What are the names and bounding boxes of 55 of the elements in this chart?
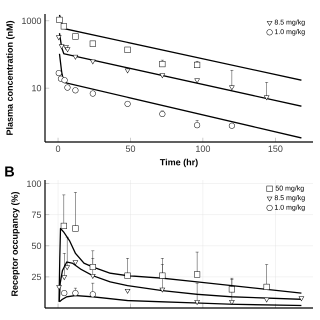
point <box>61 290 68 296</box>
x-axis-title: Time (hr) <box>160 158 198 168</box>
point <box>124 46 131 53</box>
point <box>194 300 200 305</box>
point <box>56 35 62 40</box>
point <box>62 275 67 280</box>
y-tick-label: 10 <box>32 84 42 92</box>
point <box>124 68 130 74</box>
y-tick-label: 25 <box>32 274 42 280</box>
point <box>90 274 96 279</box>
point <box>159 110 166 118</box>
point <box>194 78 200 84</box>
point <box>64 47 70 52</box>
y-tick-label: 100 <box>27 180 42 187</box>
point <box>90 40 96 47</box>
point <box>60 222 67 230</box>
point <box>159 60 166 68</box>
point <box>264 298 270 302</box>
point <box>194 271 200 278</box>
point <box>298 296 304 302</box>
point <box>194 62 200 68</box>
x-tick-label: 100 <box>196 146 210 152</box>
point <box>159 272 166 279</box>
x-tick-label: 150 <box>268 146 282 152</box>
point <box>124 288 130 294</box>
point <box>160 73 166 78</box>
point <box>56 285 62 290</box>
point <box>72 33 78 40</box>
point <box>90 264 96 270</box>
x-tick-label: 0 <box>56 146 60 152</box>
point <box>160 288 166 292</box>
y-tick-label: 50 <box>32 242 42 250</box>
point <box>90 60 96 64</box>
point <box>124 272 131 279</box>
point <box>60 23 67 30</box>
point <box>72 225 78 232</box>
y-axis-title: Plasma concentration (nM) <box>6 20 15 135</box>
x-tick-label: 50 <box>126 146 136 152</box>
y-tick-label: 1000 <box>22 18 42 24</box>
point <box>72 290 78 296</box>
point <box>90 291 96 298</box>
point <box>229 85 235 90</box>
point <box>56 16 63 23</box>
point <box>58 44 64 50</box>
point <box>264 95 270 100</box>
y-axis-title: Receptor occupancy (%) <box>11 192 20 296</box>
point <box>228 286 235 292</box>
y-tick-label: 75 <box>32 212 42 218</box>
point <box>72 54 78 60</box>
point <box>62 77 68 84</box>
point <box>264 284 270 290</box>
point <box>194 122 200 128</box>
text: B <box>5 166 14 176</box>
point <box>229 300 235 305</box>
point <box>72 260 78 266</box>
